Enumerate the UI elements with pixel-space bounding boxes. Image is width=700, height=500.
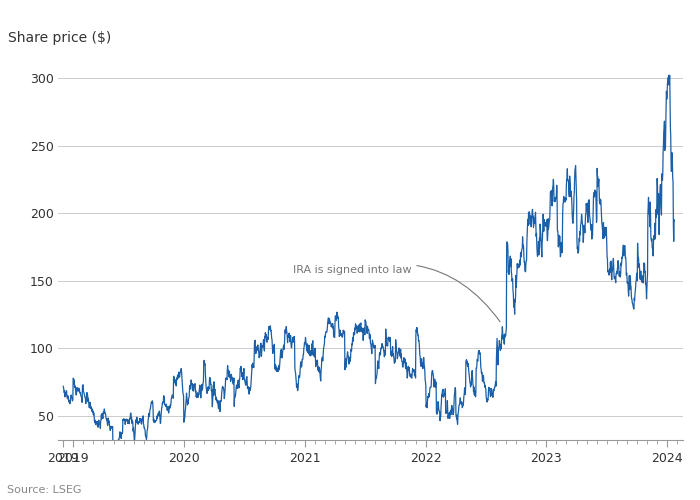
Text: Share price ($): Share price ($) — [8, 30, 112, 44]
Text: Source: LSEG: Source: LSEG — [7, 485, 81, 495]
Text: IRA is signed into law: IRA is signed into law — [293, 265, 500, 322]
